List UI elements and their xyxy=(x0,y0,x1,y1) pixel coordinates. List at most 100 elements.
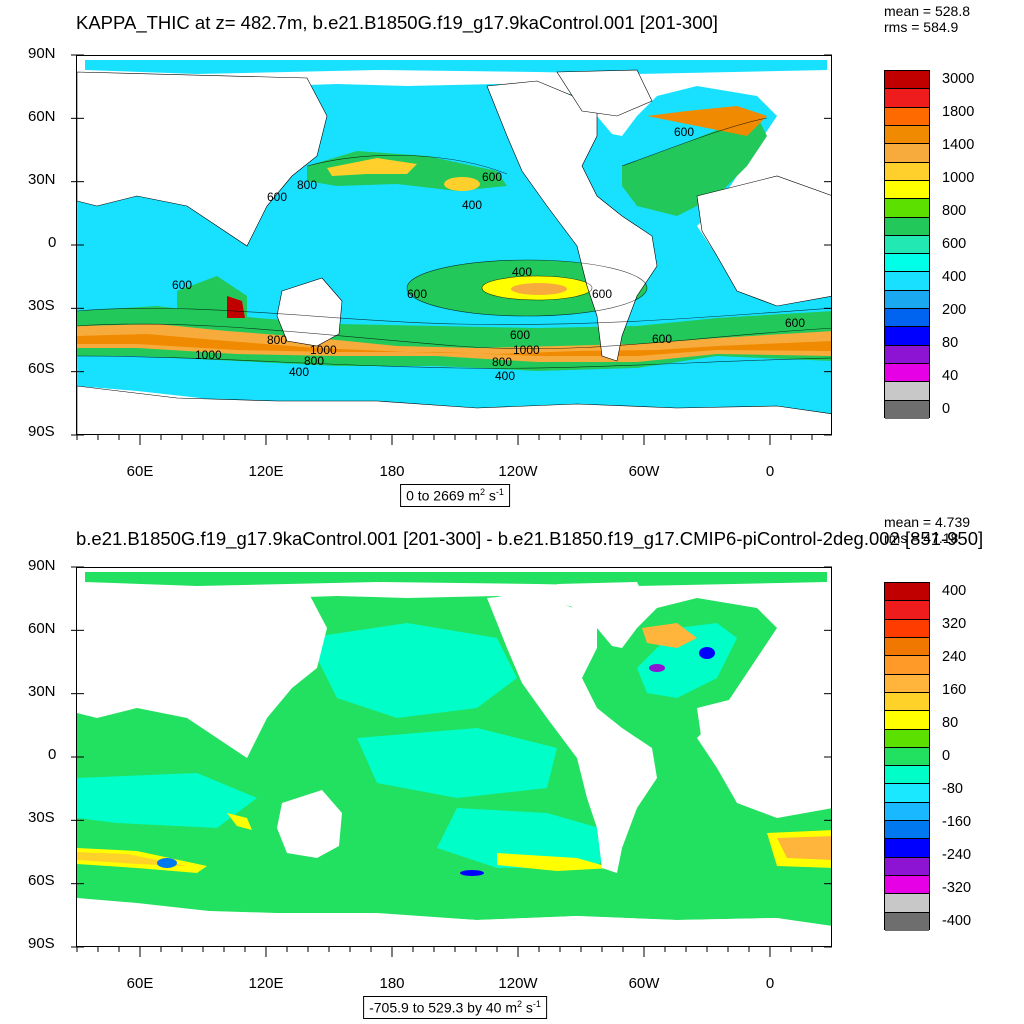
xlabel-120w: 120W xyxy=(498,975,538,992)
colorbar-label: -160 xyxy=(942,813,972,830)
colorbar-label: 320 xyxy=(942,616,967,633)
colorbar-label: 240 xyxy=(942,649,967,666)
contour-label: 800 xyxy=(304,354,324,368)
colorbar-swatch xyxy=(885,400,929,419)
contour-label: 600 xyxy=(172,278,192,292)
xlabel-60w: 60W xyxy=(628,463,660,480)
ylabel-60n: 60N xyxy=(28,108,56,125)
stat-mean: mean = 4.739 xyxy=(884,514,971,530)
colorbar xyxy=(884,582,930,931)
colorbar-label: 80 xyxy=(942,715,959,732)
colorbar-swatch xyxy=(885,345,929,364)
contour-label: 600 xyxy=(592,287,612,301)
xlabel-0: 0 xyxy=(765,975,775,992)
colorbar-swatch xyxy=(885,619,929,638)
colorbar-swatch xyxy=(885,637,929,657)
colorbar xyxy=(884,70,930,419)
xlabel-120e: 120E xyxy=(248,975,284,992)
colorbar-label: 400 xyxy=(942,268,967,285)
colorbar-label: -320 xyxy=(942,879,972,896)
colorbar-swatch xyxy=(885,821,929,840)
ylabel-90s: 90S xyxy=(28,423,55,440)
contour-label: 400 xyxy=(495,369,515,383)
panel-bottom: b.e21.B1850G.f19_g17.9kaControl.001 [201… xyxy=(0,512,1024,1024)
colorbar-label: -240 xyxy=(942,846,972,863)
colorbar-label: 200 xyxy=(942,301,967,318)
contour-label: 800 xyxy=(297,178,317,192)
colorbar-swatch xyxy=(885,180,929,200)
colorbar-label: 1000 xyxy=(942,170,975,187)
xlabel-180: 180 xyxy=(379,975,405,992)
contour-label: 600 xyxy=(510,328,530,342)
range-box: 0 to 2669 m2 s-1 xyxy=(400,484,510,507)
colorbar-swatch xyxy=(885,162,929,181)
range-box: -705.9 to 529.3 by 40 m2 s-1 xyxy=(363,996,547,1019)
contour-label: 1000 xyxy=(310,343,337,357)
contour-label: 1000 xyxy=(513,343,540,357)
panel-top: KAPPA_THIC at z= 482.7m, b.e21.B1850G.f1… xyxy=(28,3,975,507)
colorbar-swatch xyxy=(885,729,929,748)
contour-label: 600 xyxy=(482,170,502,184)
ylabel-90n: 90N xyxy=(28,45,56,62)
colorbar-swatch xyxy=(885,711,929,730)
ylabel-30s: 30S xyxy=(28,297,55,314)
colorbar-swatch xyxy=(885,254,929,273)
xlabel-60w: 60W xyxy=(628,975,660,992)
contour-label: 400 xyxy=(289,365,309,379)
contour-label: 400 xyxy=(462,198,482,212)
ylabel-0: 0 xyxy=(48,234,57,251)
colorbar-swatch xyxy=(885,144,929,163)
colorbar-swatch xyxy=(885,199,929,218)
xlabel-120w: 120W xyxy=(498,463,538,480)
xlabel-60e: 60E xyxy=(126,975,154,992)
contour-label: 600 xyxy=(267,190,287,204)
map-plot: 800 600 400 600 600 400 600 800 1000 800… xyxy=(76,55,832,435)
southern-band xyxy=(77,306,831,371)
colorbar-swatch xyxy=(885,364,929,383)
panel-title: KAPPA_THIC at z= 482.7m, b.e21.B1850G.f1… xyxy=(76,12,718,33)
contour-label: 600 xyxy=(785,316,805,330)
ylabel-0: 0 xyxy=(48,746,57,763)
stat-rms: rms = 584.9 xyxy=(884,19,959,35)
colorbar-swatch xyxy=(885,583,929,602)
colorbar-swatch xyxy=(885,290,929,310)
continents xyxy=(77,69,831,434)
colorbar-swatch xyxy=(885,309,929,328)
colorbar-swatch xyxy=(885,876,929,895)
colorbar-swatch xyxy=(885,89,929,108)
contour-label: 800 xyxy=(492,355,512,369)
xlabel-180: 180 xyxy=(379,463,405,480)
panel-title: b.e21.B1850G.f19_g17.9kaControl.001 [201… xyxy=(76,528,984,549)
colorbar-label: 400 xyxy=(942,583,967,600)
colorbar-swatch xyxy=(885,894,929,913)
contour-label: 600 xyxy=(652,332,672,346)
ylabel-60s: 60S xyxy=(28,872,55,889)
contour-label: 600 xyxy=(674,125,694,139)
stats-block: mean = 4.739 rms = 47.18 xyxy=(884,514,970,546)
colorbar-swatch xyxy=(885,857,929,876)
colorbar-swatch xyxy=(885,674,929,693)
colorbar-swatch xyxy=(885,107,929,126)
colorbar-swatch xyxy=(885,766,929,785)
stat-rms: rms = 47.18 xyxy=(884,530,959,546)
north-atlantic xyxy=(622,116,767,216)
colorbar-label: 160 xyxy=(942,682,967,699)
colorbar-swatch xyxy=(885,802,929,822)
xlabel-120e: 120E xyxy=(248,463,284,480)
contour-label: 1000 xyxy=(195,348,222,362)
colorbar-label: 600 xyxy=(942,236,967,252)
continents xyxy=(77,582,831,946)
ylabel-60n: 60N xyxy=(28,620,56,637)
colorbar-swatch xyxy=(885,217,929,236)
colorbar-label: 3000 xyxy=(942,71,975,88)
ylabel-30n: 30N xyxy=(28,683,56,700)
contour-label: 800 xyxy=(267,333,287,347)
colorbar-label: 80 xyxy=(942,334,959,351)
colorbar-swatch xyxy=(885,747,929,767)
stats-block: mean = 528.8 rms = 584.9 xyxy=(884,3,970,35)
contour-label: 400 xyxy=(512,265,532,279)
ylabel-60s: 60S xyxy=(28,360,55,377)
colorbar-swatch xyxy=(885,327,929,346)
colorbar-swatch xyxy=(885,235,929,255)
colorbar-swatch xyxy=(885,382,929,401)
